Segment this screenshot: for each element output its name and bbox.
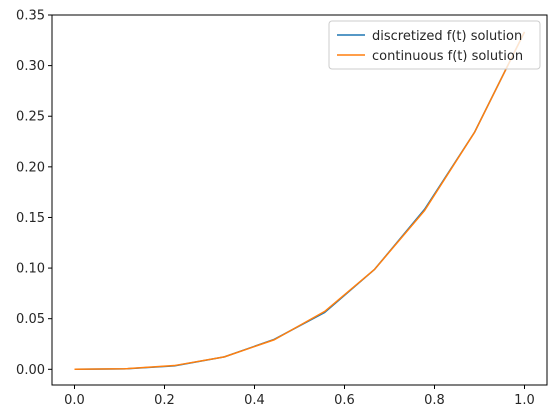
legend-label-continuous: continuous f(t) solution <box>372 49 523 64</box>
legend-label-discretized: discretized f(t) solution <box>372 29 522 44</box>
y-tick-label: 0.00 <box>16 363 45 378</box>
series-line-discretized <box>75 32 525 369</box>
legend: discretized f(t) solution continuous f(t… <box>329 21 540 69</box>
y-tick-label: 0.20 <box>16 160 45 175</box>
x-axis: 0.0 0.2 0.4 0.6 0.8 1.0 <box>64 385 535 408</box>
x-tick-label: 0.0 <box>64 393 85 408</box>
y-axis: 0.00 0.05 0.10 0.15 0.20 0.25 0.30 0.35 <box>16 9 52 378</box>
y-tick-label: 0.35 <box>16 9 45 24</box>
x-tick-label: 1.0 <box>514 393 535 408</box>
y-tick-label: 0.05 <box>16 312 45 327</box>
x-tick-label: 0.4 <box>244 393 265 408</box>
series-line-continuous <box>75 32 525 369</box>
x-tick-label: 0.8 <box>424 393 445 408</box>
series-layer <box>75 32 525 369</box>
axes-frame <box>52 15 547 385</box>
y-tick-label: 0.10 <box>16 262 45 277</box>
y-tick-label: 0.15 <box>16 211 45 226</box>
y-tick-label: 0.25 <box>16 110 45 125</box>
y-tick-label: 0.30 <box>16 59 45 74</box>
x-tick-label: 0.6 <box>334 393 355 408</box>
x-tick-label: 0.2 <box>154 393 175 408</box>
